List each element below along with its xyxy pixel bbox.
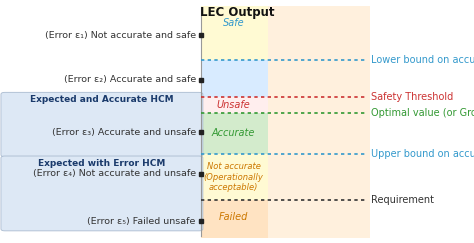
Text: Failed: Failed	[219, 212, 248, 222]
FancyBboxPatch shape	[1, 156, 203, 231]
Bar	[268, 6, 370, 238]
Bar	[201, 97, 268, 113]
Text: (Error ε₄) Not accurate and unsafe: (Error ε₄) Not accurate and unsafe	[33, 169, 196, 178]
Bar	[201, 154, 268, 200]
Text: LEC Output: LEC Output	[200, 6, 274, 19]
Text: Optimal value (or Ground Truth): Optimal value (or Ground Truth)	[371, 108, 474, 118]
Text: Lower bound on accuracy: Lower bound on accuracy	[371, 54, 474, 65]
Text: Not accurate
(Operationally
acceptable): Not accurate (Operationally acceptable)	[204, 162, 264, 192]
Text: (Error ε₅) Failed unsafe: (Error ε₅) Failed unsafe	[87, 217, 196, 226]
FancyBboxPatch shape	[1, 92, 203, 157]
Text: Requirement: Requirement	[371, 195, 434, 206]
Text: (Error ε₃) Accurate and unsafe: (Error ε₃) Accurate and unsafe	[52, 128, 196, 137]
Text: Upper bound on accuracy: Upper bound on accuracy	[371, 148, 474, 159]
Text: Accurate: Accurate	[212, 128, 255, 138]
Text: Safe: Safe	[223, 18, 245, 28]
Text: (Error ε₂) Accurate and safe: (Error ε₂) Accurate and safe	[64, 75, 196, 84]
Bar	[201, 6, 268, 60]
Text: Safety Threshold: Safety Threshold	[371, 92, 453, 102]
Bar	[201, 200, 268, 238]
Text: Unsafe: Unsafe	[217, 100, 251, 110]
Text: (Error ε₁) Not accurate and safe: (Error ε₁) Not accurate and safe	[45, 31, 196, 40]
Bar	[201, 113, 268, 154]
Bar	[201, 60, 268, 97]
Text: Expected with Error HCM: Expected with Error HCM	[38, 159, 165, 168]
Text: Expected and Accurate HCM: Expected and Accurate HCM	[30, 95, 174, 104]
